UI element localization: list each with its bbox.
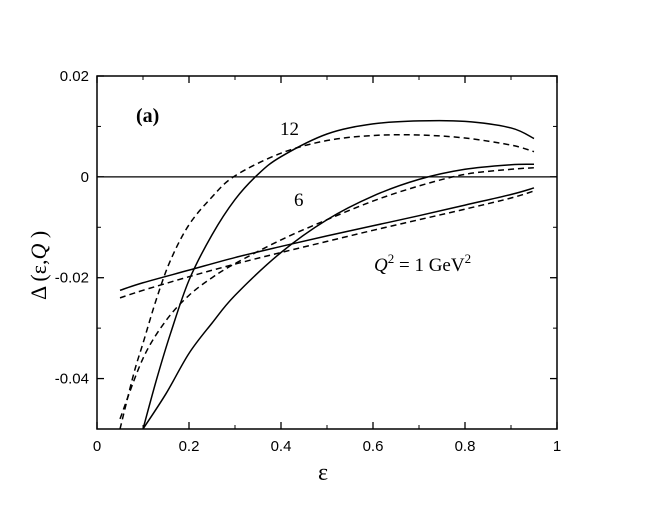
panel-label: (a) xyxy=(136,105,159,127)
annotation-q2-1: Q2 = 1 GeV2 xyxy=(374,251,471,276)
series-line-4 xyxy=(142,119,535,429)
annotation-12: 12 xyxy=(280,119,299,140)
labels-layer: (a) 12 6 Q2 = 1 GeV2 ε Δ (ε,Q ) xyxy=(26,105,471,486)
annotation-6: 6 xyxy=(294,190,304,211)
x-axis-label: ε xyxy=(318,460,328,486)
series-line-0 xyxy=(119,187,535,292)
series-line-1 xyxy=(119,190,535,299)
x-tick-label: 1 xyxy=(553,438,561,455)
ticks-layer: 0 0.2 0.4 0.6 0.8 1 0.02 0 -0.02 -0.04 xyxy=(55,68,561,455)
series-line-2 xyxy=(142,163,535,429)
x-tick-label: 0.2 xyxy=(179,438,200,455)
y-tick-label: 0 xyxy=(81,169,89,186)
series-line-5 xyxy=(119,133,535,429)
y-tick-label: -0.04 xyxy=(55,371,89,388)
y-tick-label: 0.02 xyxy=(60,68,89,85)
x-tick-label: 0 xyxy=(93,438,101,455)
x-tick-label: 0.4 xyxy=(271,438,292,455)
x-tick-label: 0.6 xyxy=(363,438,384,455)
series-line-3 xyxy=(119,167,535,420)
y-tick-label: -0.02 xyxy=(55,270,89,287)
series-layer xyxy=(119,119,535,429)
y-axis-label: Δ (ε,Q ) xyxy=(26,231,51,300)
x-tick-label: 0.8 xyxy=(455,438,476,455)
plot-frame xyxy=(96,75,558,430)
